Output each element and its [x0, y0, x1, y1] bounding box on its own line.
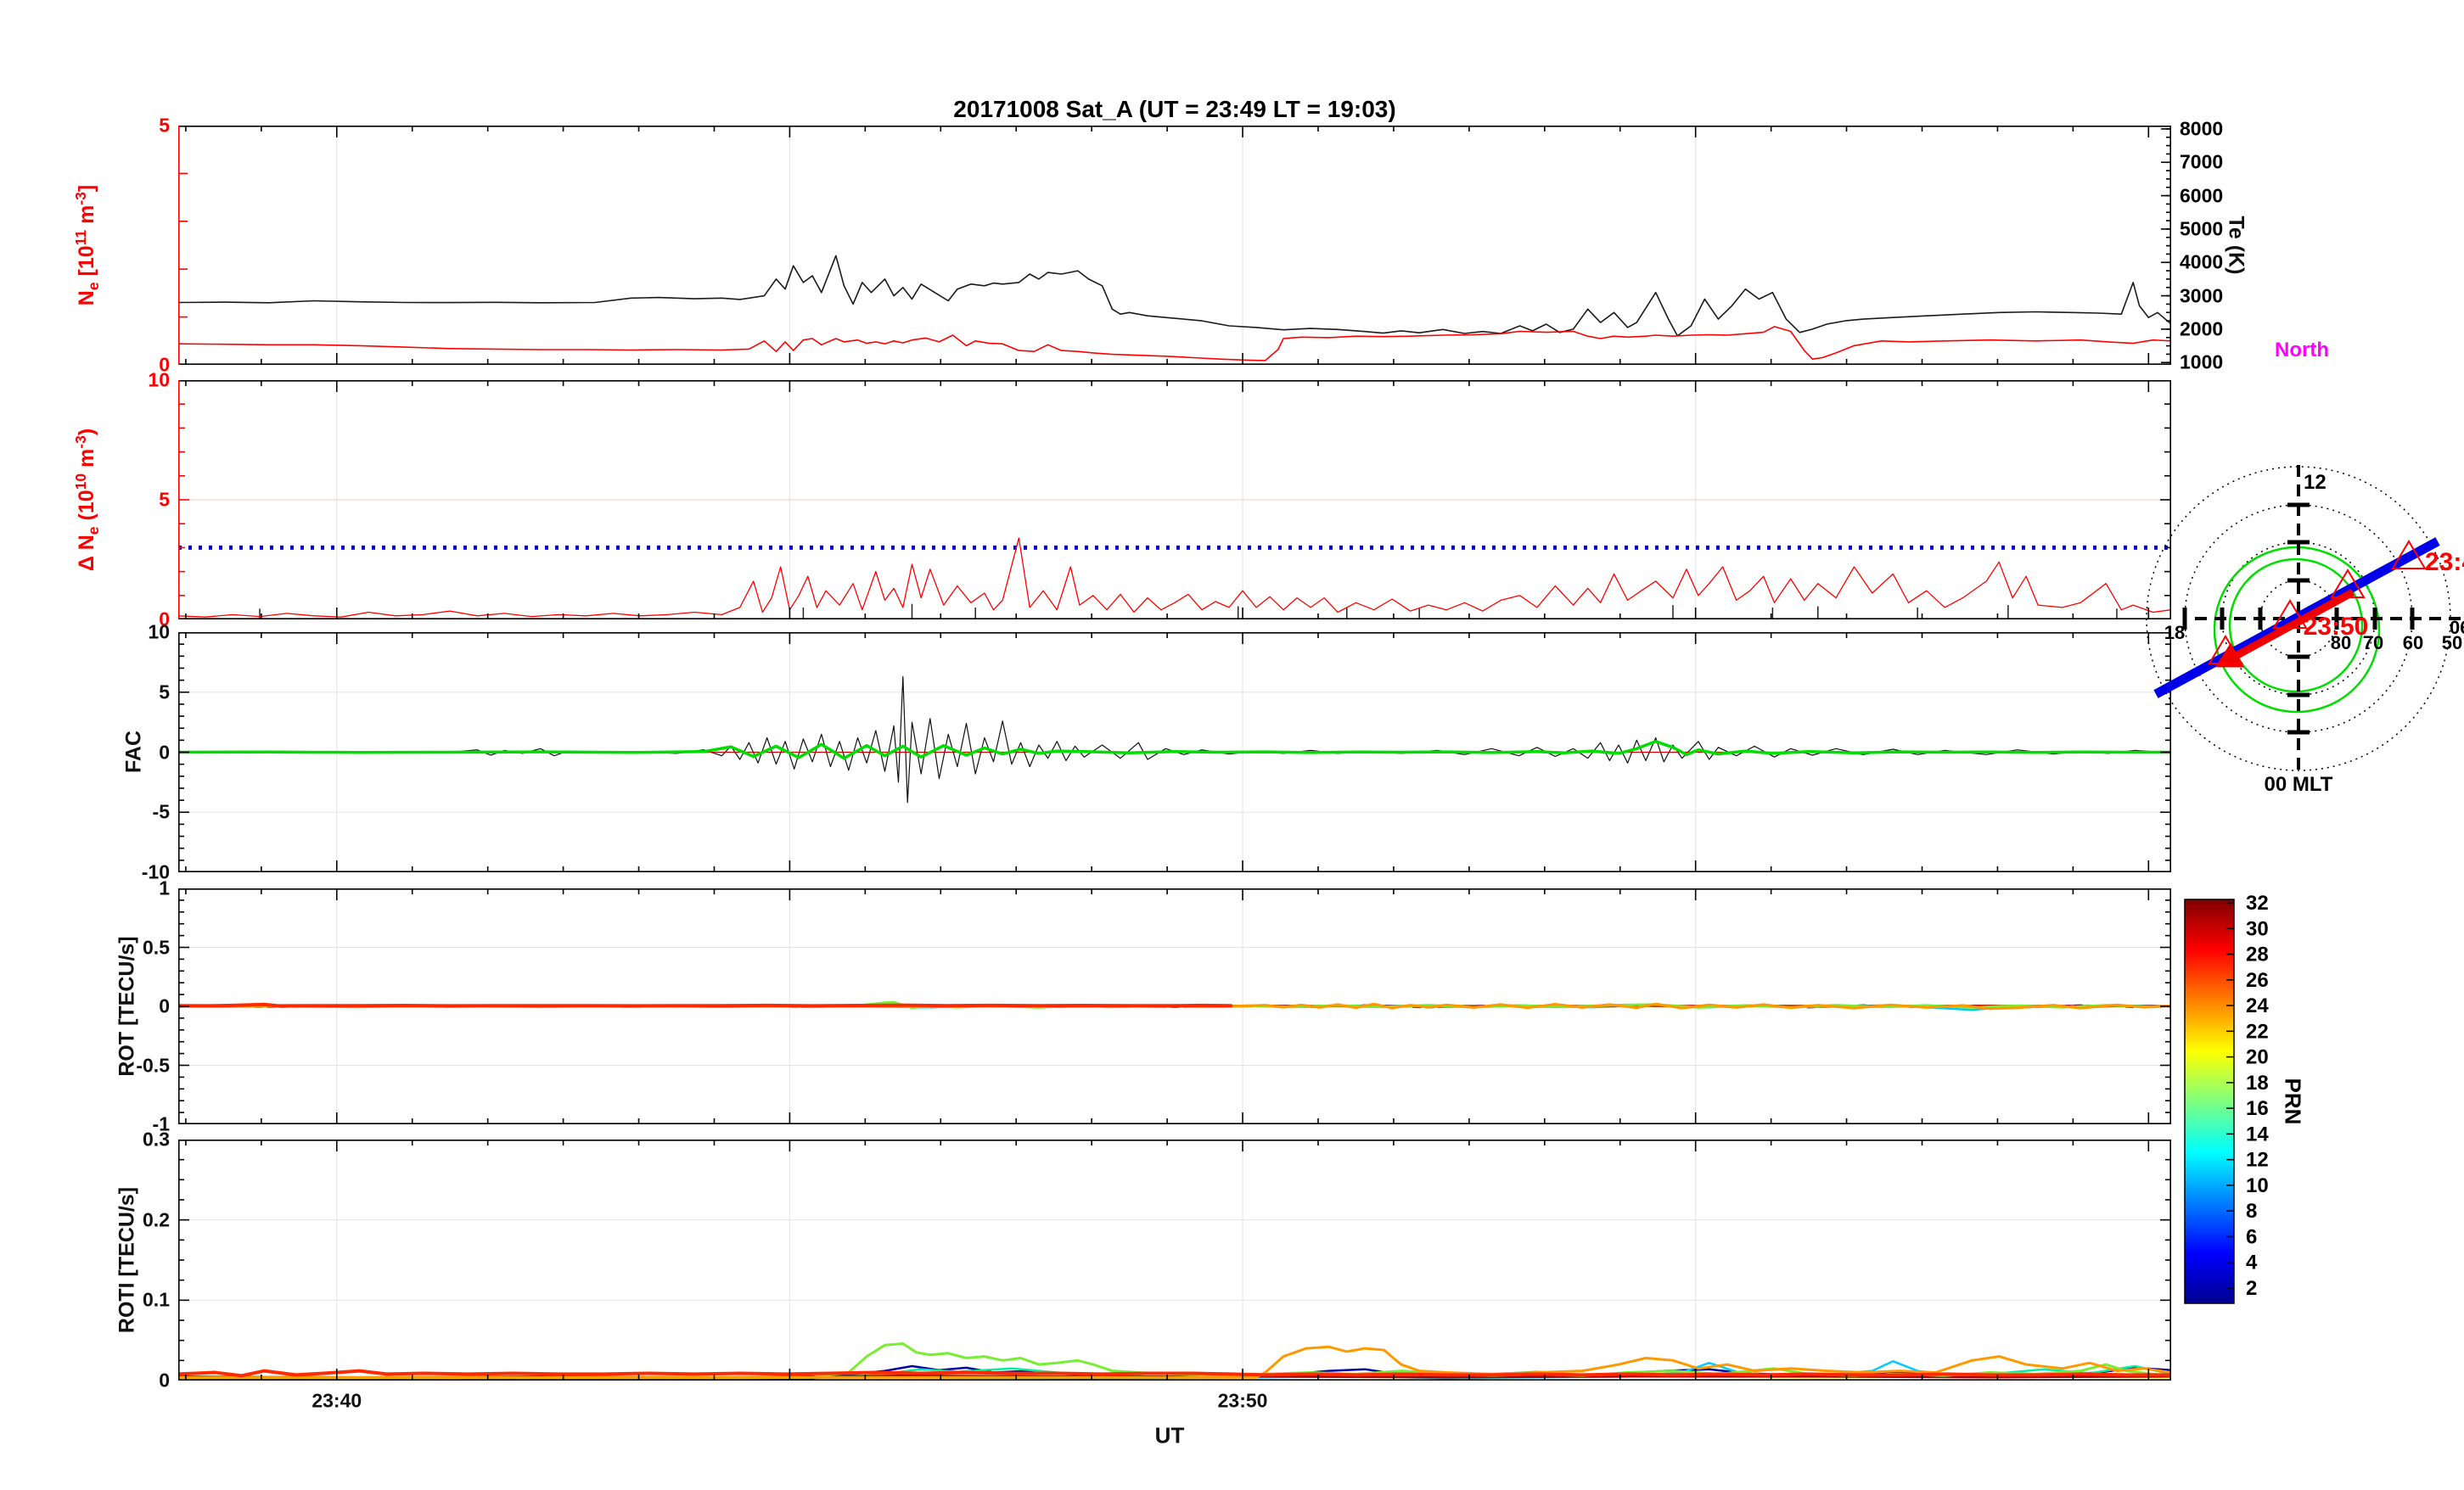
ytick-dne-10: 10 [148, 368, 170, 391]
colorbar-tick-label-6: 6 [2246, 1225, 2257, 1248]
polar-label-06: 06 [2450, 617, 2464, 638]
ylabel-te: Te (K) [2224, 216, 2248, 275]
colorbar-tick-label-32: 32 [2246, 892, 2269, 915]
ytick-rot--1: -1 [152, 1112, 170, 1135]
ytick-right-7000: 7000 [2180, 150, 2224, 173]
ytick-rot-0: 0 [159, 994, 170, 1017]
ylabel-dne: Δ Ne (1010 m-3) [71, 428, 103, 572]
colorbar-tick-label-14: 14 [2246, 1123, 2269, 1146]
series-fac-smooth [178, 740, 2171, 760]
ytick-fac-10: 10 [148, 620, 170, 643]
chart-title: 20171008 Sat_A (UT = 23:49 LT = 19:03) [953, 96, 1396, 122]
xlabel-ut: UT [1154, 1422, 1185, 1448]
polar-label-12: 12 [2304, 471, 2326, 494]
series-dNe [178, 537, 2171, 618]
time-marker-triangle [2208, 635, 2243, 664]
colorbar-tick-label-24: 24 [2246, 994, 2269, 1017]
colorbar-tick-label-4: 4 [2246, 1252, 2258, 1274]
panel-rot [178, 888, 2171, 1124]
series-fac-raw [178, 675, 2171, 804]
ytick-fac--5: -5 [152, 800, 170, 823]
polar-label-23:50: 23:50 [2304, 613, 2369, 641]
series-rot-red [178, 1002, 1233, 1008]
ytick-right-2000: 2000 [2180, 317, 2224, 340]
colorbar-tick-label-2: 2 [2246, 1277, 2257, 1300]
ytick-rot-0.5: 0.5 [143, 936, 170, 958]
series-Te [178, 255, 2171, 337]
ytick-rot--0.5: -0.5 [136, 1054, 170, 1076]
ytick-roti-0.3: 0.3 [143, 1128, 170, 1151]
panel-ne_te [178, 126, 2171, 365]
polar-label-50: 50 [2442, 632, 2462, 653]
ylabel-roti: ROTI [TECU/s] [115, 1186, 139, 1334]
ytick-fac--10: -10 [141, 860, 170, 883]
colorbar-tick-label-16: 16 [2246, 1097, 2269, 1120]
series-roti-red [178, 1369, 2171, 1378]
polar-label-18: 18 [2164, 622, 2185, 643]
north-label: North [2275, 339, 2329, 361]
ytick-roti-0: 0 [159, 1369, 170, 1392]
panel-roti [178, 1140, 2171, 1381]
ytick-fac-0: 0 [159, 741, 170, 763]
colorbar-tick-label-8: 8 [2246, 1200, 2257, 1223]
time-marker-triangle [2391, 540, 2427, 569]
ytick-right-4000: 4000 [2180, 250, 2224, 273]
colorbar-tick-label-18: 18 [2246, 1072, 2269, 1095]
ytick-dne-0: 0 [159, 608, 170, 630]
xtick-23:50: 23:50 [1217, 1389, 1268, 1412]
satellite-track [2153, 537, 2440, 698]
ytick-right-6000: 6000 [2180, 184, 2224, 207]
ytick-right-5000: 5000 [2180, 217, 2224, 240]
ylabel-fac: FAC [121, 731, 146, 773]
ytick-right-8000: 8000 [2180, 117, 2224, 140]
ytick-ne_te-0: 0 [159, 353, 170, 376]
colorbar-tick-label-26: 26 [2246, 969, 2269, 992]
polar-label-23:40: 23:40 [2425, 548, 2464, 576]
panel-fac [178, 632, 2171, 872]
panel-dne [178, 380, 2171, 619]
polar-label-70: 70 [2363, 632, 2383, 653]
ytick-dne-5: 5 [159, 488, 170, 511]
ytick-roti-0.1: 0.1 [143, 1288, 170, 1311]
polar-label-60: 60 [2403, 632, 2423, 653]
series-Ne [178, 326, 2171, 361]
ytick-right-3000: 3000 [2180, 284, 2224, 307]
colorbar-tick-label-20: 20 [2246, 1046, 2269, 1069]
colorbar-tick-label-30: 30 [2246, 917, 2269, 940]
colorbar-tick-label-12: 12 [2246, 1149, 2269, 1172]
ytick-roti-0.2: 0.2 [143, 1208, 170, 1231]
auroral-oval [2228, 557, 2364, 693]
ylabel-ne: Ne [1011 m-3] [71, 184, 103, 306]
ytick-rot-1: 1 [159, 877, 170, 899]
ytick-ne_te-5: 5 [159, 114, 170, 137]
colorbar-tick-label-28: 28 [2246, 944, 2269, 966]
xtick-23:40: 23:40 [312, 1389, 362, 1412]
velocity-arrow-shaft [2235, 589, 2355, 658]
time-marker-triangle [2330, 569, 2366, 598]
polar-dial: 12 00 MLT 18 06 80 70 60 50 23:50 23:40 [2146, 465, 2464, 796]
time-marker-triangle [2272, 599, 2308, 629]
colorbar-tick-label-10: 10 [2246, 1174, 2269, 1197]
ytick-right-1000: 1000 [2180, 350, 2224, 373]
velocity-arrow-head [2214, 642, 2244, 668]
colorbar-tick-label-22: 22 [2246, 1020, 2269, 1043]
ytick-fac-5: 5 [159, 681, 170, 703]
polar-label-00 MLT: 00 MLT [2265, 773, 2333, 796]
colorbar-bar [2184, 899, 2235, 1304]
polar-label-80: 80 [2331, 632, 2351, 653]
